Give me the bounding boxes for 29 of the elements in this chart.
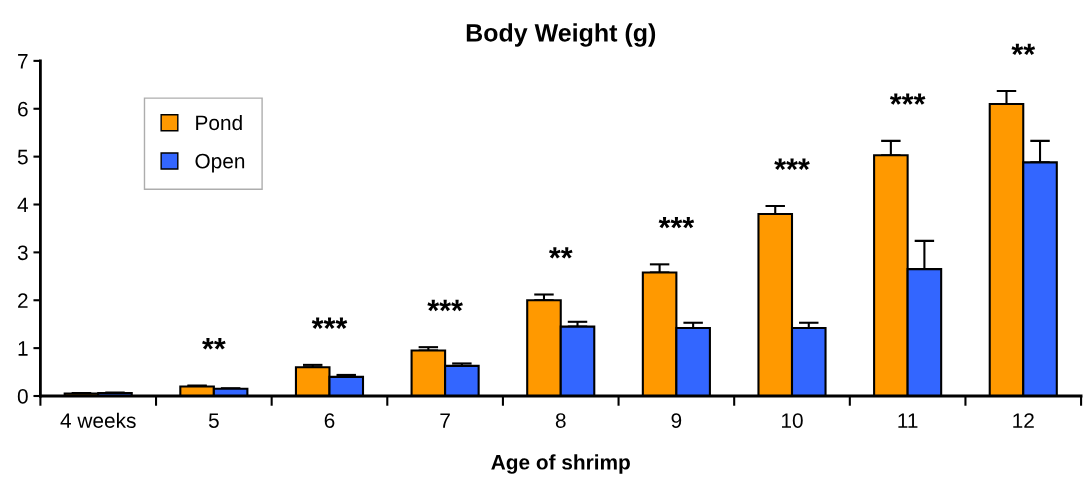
x-tick-label: 11 bbox=[898, 413, 918, 428]
x-tick-label: 5 bbox=[208, 413, 219, 428]
y-tick-label: 6 bbox=[18, 101, 28, 117]
y-tick-label: 0 bbox=[17, 389, 28, 404]
y-tick-label: 2 bbox=[18, 293, 28, 308]
y-tick-label: 7 bbox=[18, 54, 28, 69]
x-tick-label: 9 bbox=[671, 413, 682, 428]
annotation: ** bbox=[202, 338, 226, 350]
chart-title: Body Weight (g) bbox=[466, 23, 656, 47]
x-tick-label: 7 bbox=[440, 413, 450, 428]
annotation: *** bbox=[427, 299, 463, 312]
annotation: *** bbox=[774, 158, 810, 170]
annotation: *** bbox=[658, 216, 695, 229]
x-tick-label: 4 weeks bbox=[60, 412, 136, 428]
x-tick-label: 8 bbox=[555, 413, 566, 428]
y-tick-label: 4 bbox=[17, 197, 28, 213]
annotation: *** bbox=[311, 317, 348, 329]
x-axis-title: Age of shrimp bbox=[491, 454, 630, 474]
text: ** bbox=[1011, 43, 1036, 56]
x-tick-label: 12 bbox=[1013, 413, 1034, 428]
x-tick-label: 6 bbox=[324, 413, 335, 428]
y-tick-label: 3 bbox=[17, 245, 28, 261]
y-tick-label: 5 bbox=[17, 149, 28, 165]
legend-label: Open bbox=[195, 153, 245, 173]
annotation: ** bbox=[548, 247, 573, 259]
annotation: *** bbox=[889, 93, 926, 105]
y-tick-label: 1 bbox=[18, 341, 28, 356]
x-tick-label: 10 bbox=[782, 413, 803, 428]
legend-label: Pond bbox=[196, 114, 242, 131]
